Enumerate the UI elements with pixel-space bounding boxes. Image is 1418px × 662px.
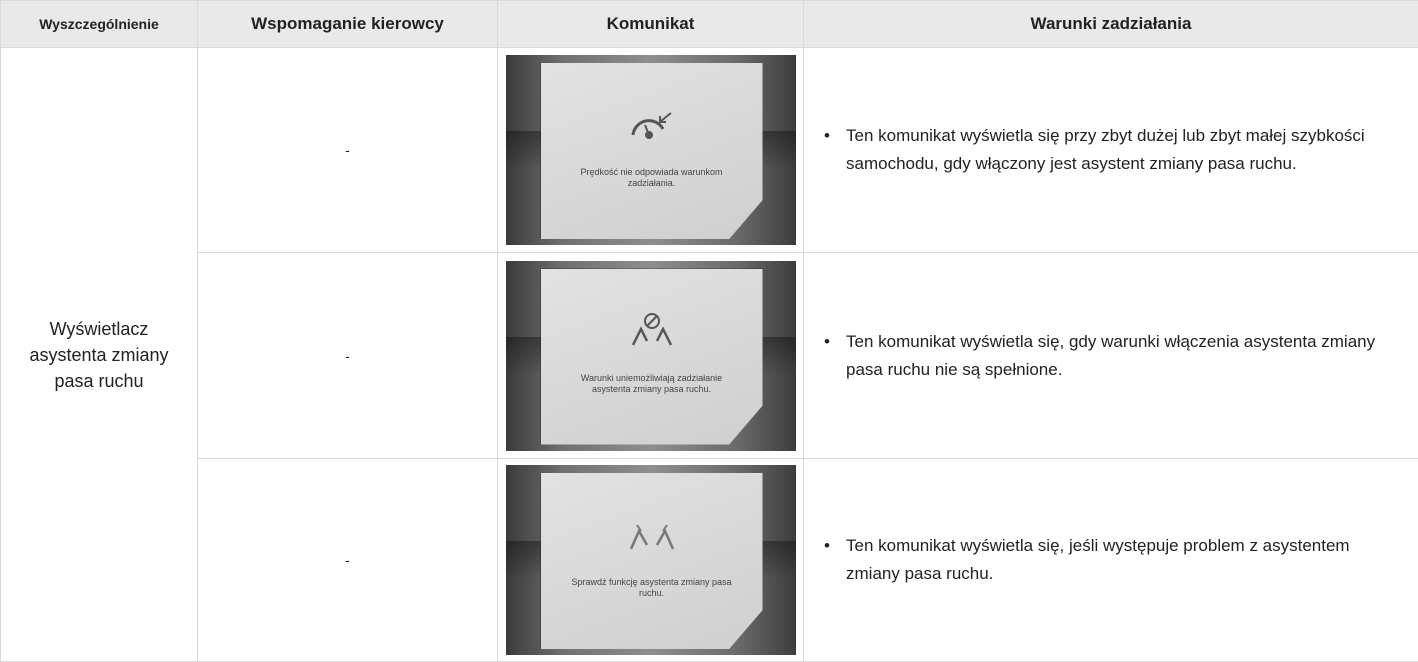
conditions-text: Ten komunikat wyświetla się, gdy warunki… xyxy=(846,328,1378,384)
message-cell: Prędkość nie odpowiada warunkom zadziała… xyxy=(498,48,804,253)
conditions-text: Ten komunikat wyświetla się przy zbyt du… xyxy=(846,122,1378,178)
header-cell: Wyszczególnienie xyxy=(1,1,198,48)
header-cell: Komunikat xyxy=(498,1,804,48)
lane-icon xyxy=(627,515,677,555)
message-text: Warunki uniemożliwiają zadziałanie asyst… xyxy=(571,373,733,395)
assist-cell: - xyxy=(198,48,498,253)
message-text: Sprawdź funkcję asystenta zmiany pasa ru… xyxy=(571,577,733,599)
assist-cell: - xyxy=(198,253,498,459)
category-cell: Wyświetlacz asystenta zmiany pasa ruchu xyxy=(1,48,198,662)
conditions-cell: •Ten komunikat wyświetla się, gdy warunk… xyxy=(804,253,1418,459)
header-cell: Warunki zadziałania xyxy=(804,1,1418,48)
header-cell: Wspomaganie kierowcy xyxy=(198,1,498,48)
lane-block-icon xyxy=(627,311,677,351)
row: Wyświetlacz asystenta zmiany pasa ruchu … xyxy=(1,48,1418,253)
conditions-cell: •Ten komunikat wyświetla się, jeśli wyst… xyxy=(804,459,1418,662)
message-cell: Sprawdź funkcję asystenta zmiany pasa ru… xyxy=(498,459,804,662)
display-image: Warunki uniemożliwiają zadziałanie asyst… xyxy=(506,261,796,451)
header-row: Wyszczególnienie Wspomaganie kierowcy Ko… xyxy=(1,1,1418,48)
conditions-cell: •Ten komunikat wyświetla się przy zbyt d… xyxy=(804,48,1418,253)
conditions-text: Ten komunikat wyświetla się, jeśli wystę… xyxy=(846,532,1378,588)
display-image: Prędkość nie odpowiada warunkom zadziała… xyxy=(506,55,796,245)
row: - Sprawdź funkcję asystenta zmiany pasa … xyxy=(1,459,1418,662)
message-cell: Warunki uniemożliwiają zadziałanie asyst… xyxy=(498,253,804,459)
row: - Warunki uniemożliwiają zadziałanie asy… xyxy=(1,253,1418,459)
speed-icon xyxy=(627,105,677,145)
assist-cell: - xyxy=(198,459,498,662)
display-image: Sprawdź funkcję asystenta zmiany pasa ru… xyxy=(506,465,796,655)
message-text: Prędkość nie odpowiada warunkom zadziała… xyxy=(571,167,733,189)
